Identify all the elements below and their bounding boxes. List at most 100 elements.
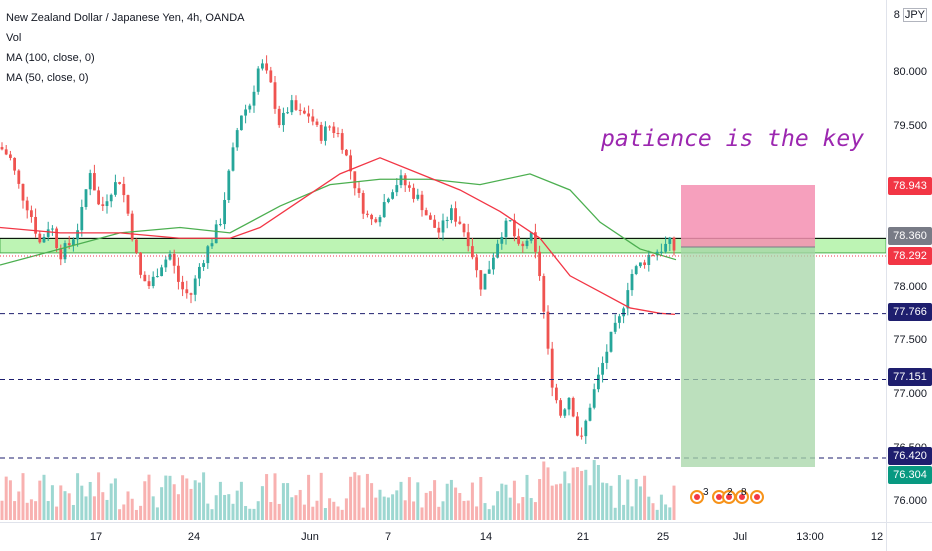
volume-bar <box>386 497 390 520</box>
candle-body <box>223 199 226 225</box>
volume-bar <box>336 506 340 520</box>
candle-body <box>357 188 361 193</box>
volume-bar <box>63 491 67 520</box>
candle-body <box>101 204 105 206</box>
volume-bar <box>416 482 420 520</box>
volume-bar <box>454 487 458 520</box>
candle-body <box>164 259 168 268</box>
position-target-zone <box>681 247 815 467</box>
volume-bar <box>672 485 676 520</box>
event-icon[interactable] <box>735 490 749 504</box>
candle-body <box>403 175 407 186</box>
candle-body <box>651 254 655 256</box>
price-tick: 78.000 <box>893 281 927 293</box>
volume-bar <box>176 494 180 520</box>
axis-corner <box>886 522 932 551</box>
volume-bar <box>210 509 214 520</box>
candle-body <box>618 316 621 323</box>
candle-body <box>668 237 672 244</box>
volume-bar <box>559 483 563 520</box>
time-tick: Jul <box>732 531 748 543</box>
volume-bar <box>601 482 605 520</box>
volume-bar <box>101 492 105 520</box>
candle-body <box>42 236 46 243</box>
candle-body <box>30 210 33 217</box>
volume-bar <box>399 481 403 520</box>
volume-bar <box>181 475 185 520</box>
volume-bar <box>294 495 298 520</box>
candle-body <box>227 170 231 200</box>
candle-body <box>240 115 243 131</box>
volume-bar <box>139 505 143 520</box>
price-tag-level: 76.420 <box>888 447 932 465</box>
volume-bar <box>193 480 197 520</box>
volume-bar <box>260 486 264 520</box>
volume-bar <box>286 483 290 520</box>
volume-bar <box>378 489 382 520</box>
candle-body <box>0 147 4 150</box>
time-axis[interactable]: 17 24 Jun 7 14 21 25 Jul 13:00 12 <box>0 522 886 551</box>
volume-bar <box>668 507 672 520</box>
volume-bar <box>160 487 164 520</box>
volume-bar <box>638 486 642 520</box>
text-annotation[interactable]: patience is the key <box>601 126 865 152</box>
volume-bar <box>319 472 323 520</box>
volume-bar <box>533 502 537 520</box>
candle-body <box>172 253 176 266</box>
event-icon[interactable] <box>690 490 704 504</box>
candle-body <box>67 243 71 246</box>
volume-bar <box>412 501 416 520</box>
candle-body <box>395 185 399 193</box>
ma50-indicator-label[interactable]: MA (50, close, 0) <box>6 72 89 84</box>
volume-bar <box>626 479 630 520</box>
time-tick: 12 <box>870 531 884 543</box>
volume-bar <box>239 481 243 520</box>
event-icon[interactable] <box>750 490 764 504</box>
candle-body <box>147 281 151 287</box>
symbol-title[interactable]: New Zealand Dollar / Japanese Yen, 4h, O… <box>6 12 245 24</box>
volume-bar <box>437 506 441 520</box>
candle-body <box>265 63 268 71</box>
candle-body <box>206 246 210 264</box>
volume-bar <box>206 503 210 520</box>
price-tick: 79.500 <box>893 120 927 132</box>
volume-indicator-label[interactable]: Vol <box>6 32 22 44</box>
candle-body <box>479 270 483 290</box>
candle-body <box>46 229 50 237</box>
candle-body <box>13 157 16 171</box>
candle-body <box>168 253 172 260</box>
candle-body <box>672 237 676 251</box>
volume-bar <box>521 497 525 520</box>
volume-bar <box>554 484 558 520</box>
volume-bar <box>248 508 252 520</box>
volume-bar <box>525 474 529 520</box>
volume-bar <box>370 483 374 520</box>
volume-bar <box>613 507 617 520</box>
volume-bar <box>365 473 369 520</box>
time-tick: Jun <box>301 531 319 543</box>
volume-bar <box>273 473 277 520</box>
candle-body <box>576 416 579 436</box>
volume-bar <box>315 500 319 520</box>
candle-body <box>588 407 592 421</box>
volume-bar <box>491 505 495 520</box>
candle-body <box>534 232 537 252</box>
candle-body <box>324 126 327 141</box>
price-axis[interactable]: 8 JPY 80.000 79.500 78.000 77.500 77.000 … <box>886 0 932 522</box>
price-tick: 76.000 <box>893 495 927 507</box>
candle-body <box>391 192 394 199</box>
volume-bar <box>151 496 155 520</box>
candle-body <box>466 232 470 247</box>
candle-body <box>118 182 121 184</box>
volume-bar <box>458 492 462 520</box>
price-chart[interactable] <box>0 0 886 522</box>
candle-body <box>336 133 340 135</box>
volume-bar <box>622 504 626 520</box>
ma100-indicator-label[interactable]: MA (100, close, 0) <box>6 52 95 64</box>
candle-body <box>475 257 478 271</box>
volume-bar <box>80 485 84 520</box>
candle-body <box>135 239 138 253</box>
volume-bar <box>25 502 29 520</box>
volume-bar <box>403 500 407 520</box>
